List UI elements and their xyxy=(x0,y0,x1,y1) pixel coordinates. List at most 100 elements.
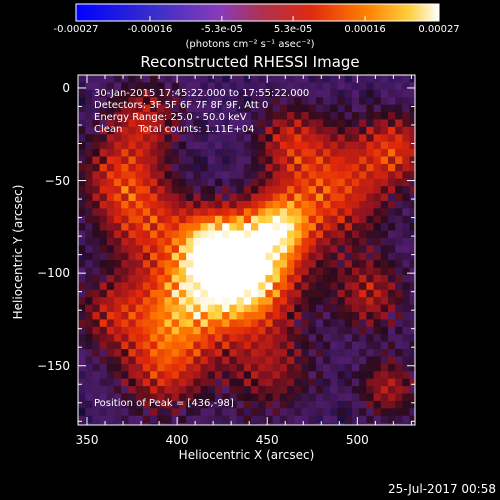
heatmap-cell xyxy=(366,149,375,158)
heatmap-cell xyxy=(265,178,274,187)
heatmap-cell xyxy=(178,208,187,217)
heatmap-cell xyxy=(171,312,180,321)
heatmap-cell xyxy=(294,178,303,187)
heatmap-cell xyxy=(359,119,367,128)
heatmap-cell xyxy=(359,245,367,254)
heatmap-cell xyxy=(92,223,101,232)
heatmap-cell xyxy=(337,163,346,172)
heatmap-cell xyxy=(380,75,389,84)
heatmap-cell xyxy=(308,400,317,409)
heatmap-cell xyxy=(294,252,303,261)
heatmap-cell xyxy=(222,75,230,84)
heatmap-cell xyxy=(387,363,396,372)
heatmap-cell xyxy=(142,119,151,128)
heatmap-cell xyxy=(265,230,274,239)
heatmap-cell xyxy=(85,371,94,380)
heatmap-cell xyxy=(294,408,303,417)
heatmap-cell xyxy=(251,349,259,358)
heatmap-cell xyxy=(229,126,238,135)
heatmap-cell xyxy=(330,89,339,98)
heatmap-cell xyxy=(135,275,144,284)
heatmap-cell xyxy=(366,356,375,365)
heatmap-cell xyxy=(142,156,151,165)
heatmap-cell xyxy=(351,89,360,98)
heatmap-cell xyxy=(150,75,158,84)
heatmap-cell xyxy=(222,415,230,424)
heatmap-cell xyxy=(193,171,202,180)
heatmap-cell xyxy=(207,215,216,224)
heatmap-cell xyxy=(106,112,115,121)
heatmap-cell xyxy=(186,349,194,358)
heatmap-cell xyxy=(251,193,259,202)
heatmap-cell xyxy=(222,97,230,106)
heatmap-cell xyxy=(121,126,130,135)
heatmap-cell xyxy=(409,341,415,350)
heatmap-cell xyxy=(258,408,267,417)
heatmap-cell xyxy=(373,97,382,106)
heatmap-cell xyxy=(229,326,238,335)
heatmap-cell xyxy=(193,134,202,143)
heatmap-cell xyxy=(99,423,108,425)
heatmap-cell xyxy=(114,119,122,128)
heatmap-cell xyxy=(395,378,403,387)
heatmap-cell xyxy=(207,282,216,291)
heatmap-cell xyxy=(229,260,238,269)
heatmap-cell xyxy=(99,208,108,217)
heatmap-cell xyxy=(409,171,415,180)
heatmap-cell xyxy=(258,82,267,91)
heatmap-cell xyxy=(330,149,339,158)
heatmap-cell xyxy=(294,223,303,232)
heatmap-cell xyxy=(99,186,108,195)
heatmap-cell xyxy=(214,245,223,254)
heatmap-cell xyxy=(359,171,367,180)
heatmap-cell xyxy=(157,89,166,98)
heatmap-cell xyxy=(373,282,382,291)
heatmap-cell xyxy=(229,252,238,261)
heatmap-cell xyxy=(395,141,403,150)
heatmap-cell xyxy=(128,378,137,387)
heatmap-cell xyxy=(78,104,86,113)
heatmap-cell xyxy=(243,156,252,165)
heatmap-cell xyxy=(142,371,151,380)
heatmap-cell xyxy=(186,252,194,261)
heatmap-cell xyxy=(99,178,108,187)
heatmap-cell xyxy=(99,215,108,224)
heatmap-cell xyxy=(222,363,230,372)
heatmap-cell xyxy=(229,275,238,284)
heatmap-cell xyxy=(258,304,267,313)
heatmap-cell xyxy=(150,200,158,209)
heatmap-cell xyxy=(193,415,202,424)
heatmap-cell xyxy=(121,260,130,269)
heatmap-cell xyxy=(78,378,86,387)
heatmap-cell xyxy=(380,112,389,121)
heatmap-cell xyxy=(222,141,230,150)
heatmap-cell xyxy=(330,223,339,232)
heatmap-cell xyxy=(323,304,331,313)
heatmap-cell xyxy=(207,223,216,232)
heatmap-cell xyxy=(402,400,411,409)
heatmap-cell xyxy=(315,326,324,335)
heatmap-cell xyxy=(330,237,339,246)
heatmap-cell xyxy=(78,89,86,98)
heatmap-cell xyxy=(272,149,281,158)
heatmap-cell xyxy=(106,371,115,380)
heatmap-cell xyxy=(85,304,94,313)
heatmap-cell xyxy=(157,304,166,313)
heatmap-cell xyxy=(135,267,144,276)
heatmap-cell xyxy=(114,141,122,150)
heatmap-cell xyxy=(366,126,375,135)
heatmap-cell xyxy=(265,104,274,113)
heatmap-cell xyxy=(178,371,187,380)
heatmap-cell xyxy=(287,356,295,365)
heatmap-cell xyxy=(272,371,281,380)
heatmap-cell xyxy=(258,126,267,135)
heatmap-cell xyxy=(85,200,94,209)
heatmap-cell xyxy=(128,363,137,372)
heatmap-cell xyxy=(214,252,223,261)
heatmap-cell xyxy=(222,171,230,180)
heatmap-cell xyxy=(301,119,310,128)
heatmap-cell xyxy=(236,97,245,106)
heatmap-cell xyxy=(236,349,245,358)
heatmap-cell xyxy=(251,312,259,321)
heatmap-cell xyxy=(337,319,346,328)
